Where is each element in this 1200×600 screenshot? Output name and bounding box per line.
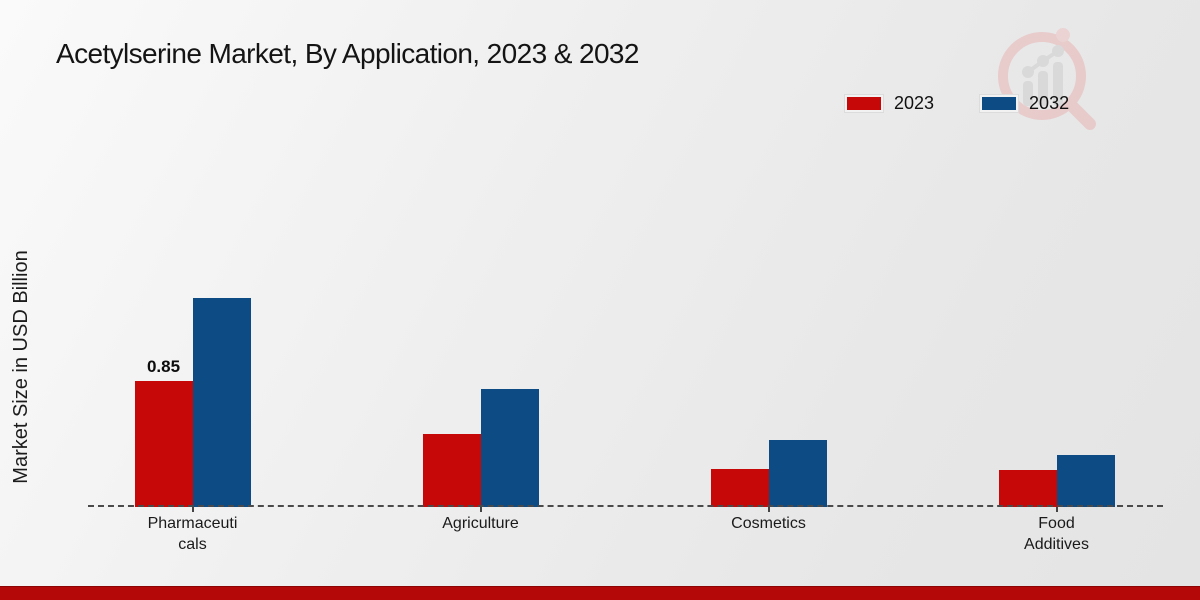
x-axis-tick — [1055, 507, 1058, 512]
magnifier-bar-chart-logo-icon — [998, 28, 1096, 130]
x-axis-tick — [767, 507, 770, 512]
y-axis-label: Market Size in USD Billion — [10, 250, 32, 484]
chart-legend: 2023 2032 — [845, 93, 1069, 114]
bar-2023-cosmetics — [710, 469, 769, 507]
legend-swatch-2032 — [980, 95, 1019, 112]
bar-2023-food-additives — [998, 470, 1057, 507]
legend-label: 2032 — [1029, 93, 1070, 113]
x-axis-baseline — [88, 505, 1163, 507]
bar-2023-pharmaceuticals — [134, 381, 193, 507]
legend-item-2032: 2032 — [980, 93, 1069, 114]
x-category-label-agriculture: Agriculture — [442, 515, 519, 532]
footer-accent-bar — [0, 586, 1200, 600]
bar-2032-agriculture — [480, 389, 539, 507]
chart-title: Acetylserine Market, By Application, 202… — [56, 38, 639, 69]
x-axis-tick — [479, 507, 482, 512]
legend-label: 2023 — [894, 93, 935, 113]
x-axis-tick — [191, 507, 194, 512]
x-category-label-food-additives: Food Additives — [1024, 515, 1089, 553]
bar-2032-food-additives — [1056, 455, 1115, 507]
bar-2023-agriculture — [422, 434, 481, 507]
x-category-label-cosmetics: Cosmetics — [731, 515, 806, 532]
legend-item-2023: 2023 — [845, 93, 934, 114]
legend-swatch-2023 — [845, 95, 883, 112]
bar-value-label-2023: 0.85 — [146, 357, 181, 376]
bar-2032-pharmaceuticals — [192, 298, 251, 507]
x-category-label-pharmaceuticals: Pharmaceuti cals — [147, 515, 238, 553]
bar-2032-cosmetics — [768, 440, 827, 507]
